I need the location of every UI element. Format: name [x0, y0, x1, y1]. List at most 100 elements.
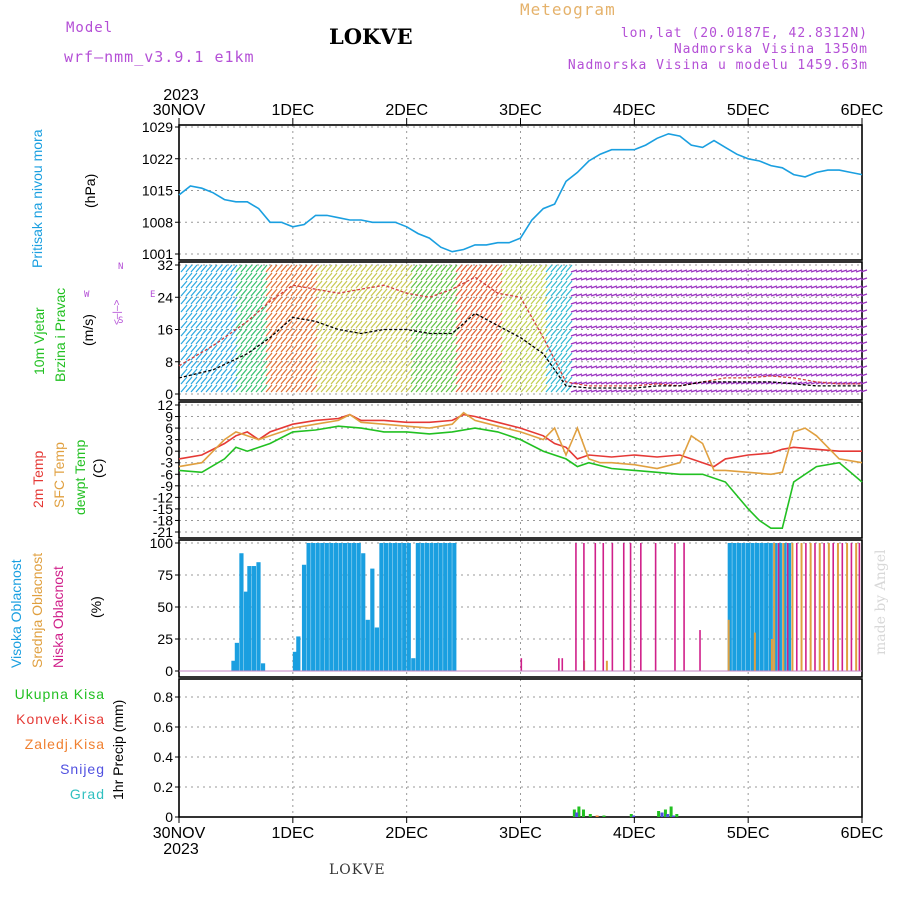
wind-barb — [420, 312, 428, 321]
wind-barb — [315, 352, 323, 361]
wind-barb — [315, 264, 323, 273]
wind-barb — [830, 325, 838, 329]
wind-barb — [450, 352, 458, 361]
wind-barb — [690, 381, 698, 385]
wind-barb — [370, 264, 378, 273]
precip-bar — [666, 814, 670, 817]
x-tick-label-bottom: 5DEC — [727, 825, 770, 842]
wind-barb — [475, 296, 483, 305]
panel-frame — [178, 124, 863, 261]
wind-barb — [460, 296, 468, 305]
wind-barb — [815, 293, 823, 297]
wind-barb — [585, 365, 593, 369]
wind-barb — [705, 325, 713, 329]
wind-label-1: 10m Vjetar — [31, 307, 47, 375]
wind-barb — [445, 312, 453, 321]
wind-barb — [640, 349, 648, 353]
wind-barb — [400, 344, 408, 353]
wind-barb — [220, 376, 228, 385]
wind-barb — [535, 368, 543, 377]
wind-barb — [795, 381, 803, 385]
wind-barb — [310, 320, 318, 329]
wind-barb — [425, 280, 433, 289]
wind-barb — [345, 360, 353, 369]
wind-barb — [350, 360, 358, 369]
wind-barb — [380, 344, 388, 353]
wind-barb — [845, 381, 853, 385]
wind-barb — [690, 333, 698, 337]
wind-barb — [735, 317, 743, 321]
wind-barb — [675, 357, 683, 361]
wind-barb — [470, 288, 478, 297]
wind-barb — [640, 309, 648, 313]
wind-barb — [550, 352, 558, 361]
wind-barb — [180, 384, 188, 393]
y-tick-label: 1001 — [142, 246, 173, 262]
y-tick-label: 16 — [157, 322, 173, 338]
year-label-top: 2023 — [163, 87, 199, 104]
wind-barb — [710, 365, 718, 369]
wind-barb — [300, 368, 308, 377]
wind-barb — [735, 293, 743, 297]
wind-barb — [720, 269, 728, 273]
wind-barb — [635, 293, 643, 297]
wind-barb — [550, 264, 558, 273]
wind-barb — [365, 360, 373, 369]
wind-barb — [505, 344, 513, 353]
wind-barb — [240, 384, 248, 393]
meteogram-title: Meteogram — [520, 0, 616, 19]
wind-barb — [510, 304, 518, 313]
wind-barb — [305, 328, 313, 337]
wind-barb — [830, 301, 838, 305]
wind-barb — [280, 336, 288, 345]
wind-barb — [545, 304, 553, 313]
wind-barb — [325, 296, 333, 305]
cloud-bar — [365, 619, 370, 671]
wind-barb — [440, 296, 448, 305]
wind-barb — [610, 341, 618, 345]
wind-barb — [300, 360, 308, 369]
wind-barb — [410, 296, 418, 305]
wind-barb — [685, 333, 693, 337]
wind-barb — [190, 328, 198, 337]
wind-barb — [200, 360, 208, 369]
cloud-mid-label: Srednja Oblacnost — [29, 552, 45, 668]
wind-barb — [845, 317, 853, 321]
wind-barb — [825, 357, 833, 361]
cloud-bar — [429, 543, 434, 671]
wind-barb — [705, 389, 713, 393]
wind-barb — [195, 376, 203, 385]
wind-barb — [780, 349, 788, 353]
wind-barb — [630, 317, 638, 321]
wind-barb — [575, 365, 583, 369]
wind-barb — [335, 352, 343, 361]
wind-barb — [535, 280, 543, 289]
wind-barb — [805, 357, 813, 361]
wind-barb — [320, 384, 328, 393]
wind-barb — [655, 333, 663, 337]
wind-barb — [840, 293, 848, 297]
compass-n: N — [118, 262, 124, 272]
wind-barb — [295, 328, 303, 337]
wind-barb — [440, 384, 448, 393]
wind-barb — [800, 349, 808, 353]
wind-barb — [690, 389, 698, 393]
wind-barb — [315, 280, 323, 289]
wind-barb — [515, 296, 523, 305]
wind-barb — [280, 312, 288, 321]
wind-barb — [695, 301, 703, 305]
wind-barb — [460, 264, 468, 273]
wind-barb — [300, 344, 308, 353]
wind-barb — [705, 269, 713, 273]
cloud-bar — [736, 543, 741, 671]
wind-barb — [340, 304, 348, 313]
precip-bar — [577, 806, 581, 817]
wind-barb — [815, 341, 823, 345]
wind-barb — [720, 349, 728, 353]
wind-barb — [475, 288, 483, 297]
wind-barb — [590, 293, 598, 297]
wind-barb — [560, 344, 568, 353]
wind-barb — [190, 376, 198, 385]
wind-barb — [385, 304, 393, 313]
wind-barb — [795, 293, 803, 297]
